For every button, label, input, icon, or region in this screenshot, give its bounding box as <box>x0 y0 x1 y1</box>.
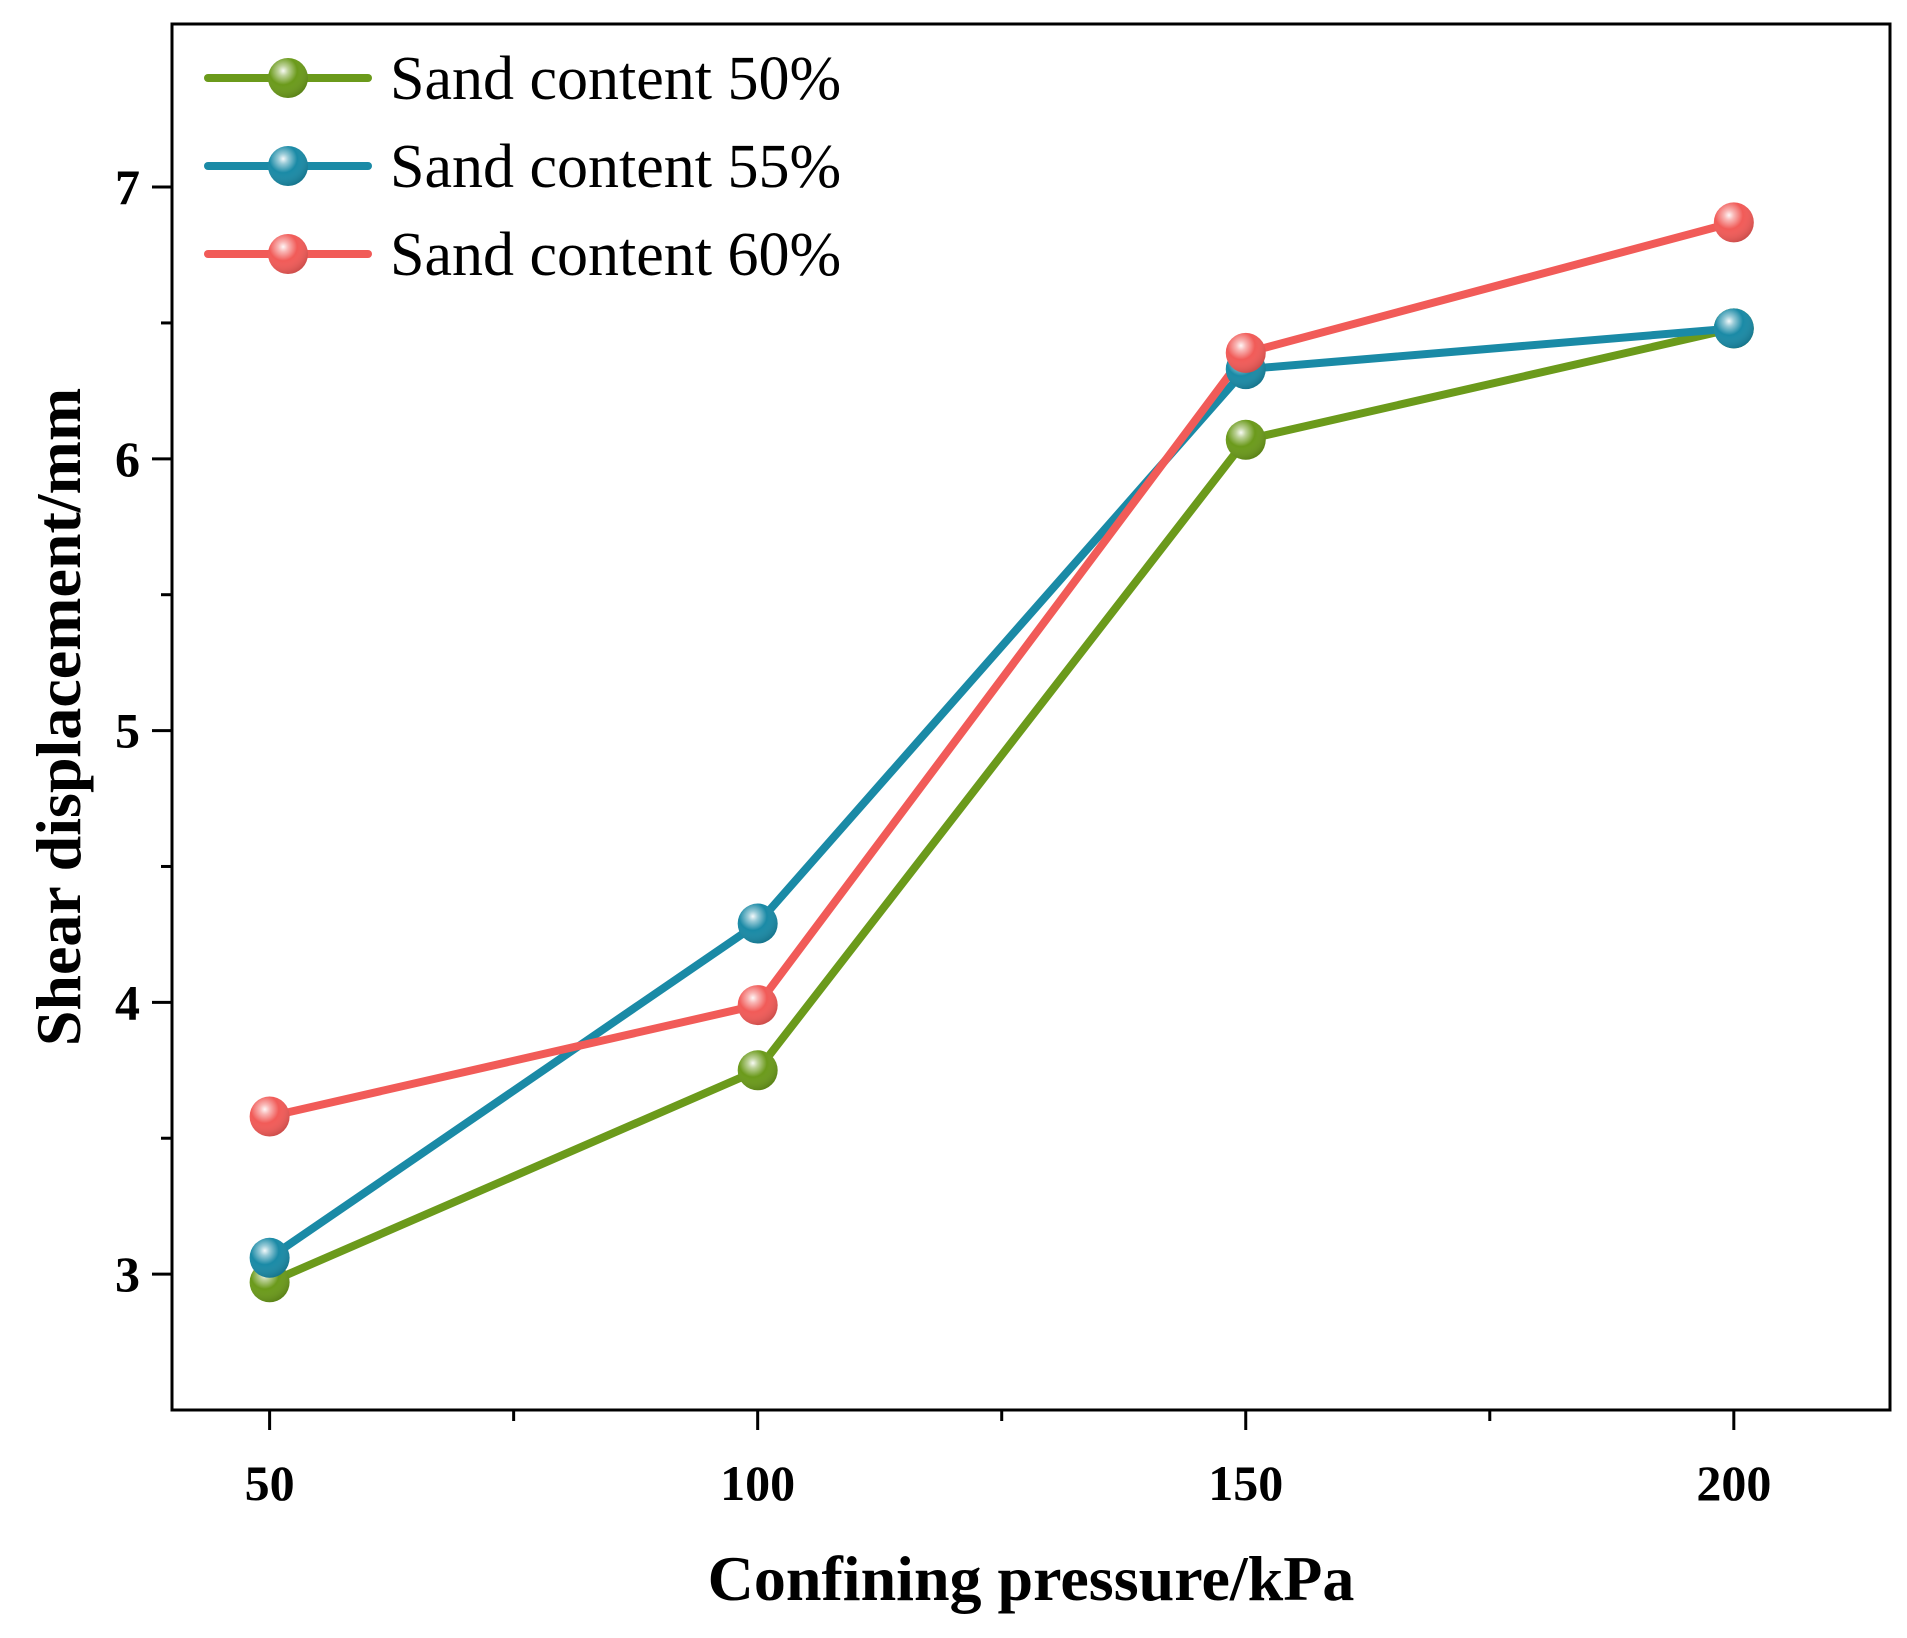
data-point-highlight <box>737 903 778 944</box>
data-point-highlight <box>1225 419 1266 460</box>
y-tick-label: 6 <box>115 431 140 487</box>
x-tick-label: 50 <box>245 1455 295 1511</box>
legend-marker-highlight <box>268 234 308 274</box>
y-tick-label: 4 <box>115 974 140 1030</box>
y-tick-label: 5 <box>115 703 140 759</box>
legend-marker-highlight <box>268 58 308 98</box>
legend-label-3: Sand content 60% <box>390 221 841 289</box>
data-point-highlight <box>249 1096 290 1137</box>
series-line-1 <box>265 324 1738 1287</box>
series-layer <box>249 202 1754 1303</box>
legend-marker-highlight <box>268 146 308 186</box>
axes-layer: 50 100 150 200 3 4 5 6 7 <box>115 22 1892 1511</box>
legend-label-2: Sand content 55% <box>390 133 841 201</box>
data-point-highlight <box>737 985 778 1026</box>
x-tick-label: 200 <box>1696 1455 1771 1511</box>
data-point-highlight <box>1713 308 1754 349</box>
legend-label-1: Sand content 50% <box>390 45 841 113</box>
plot-frame <box>170 22 1892 1412</box>
data-point-highlight <box>1713 202 1754 243</box>
x-axis-title: Confining pressure/kPa <box>708 1543 1355 1614</box>
series-line-3 <box>265 218 1738 1121</box>
data-point-highlight <box>1225 332 1266 373</box>
legend: Sand content 50% Sand content 55% Sand con… <box>204 45 841 289</box>
x-tick-label: 100 <box>720 1455 795 1511</box>
x-tick-label: 150 <box>1208 1455 1283 1511</box>
y-tick-label: 3 <box>115 1246 140 1302</box>
y-tick-label: 7 <box>115 159 140 215</box>
data-point-highlight <box>249 1237 290 1278</box>
series-line-2 <box>265 324 1738 1262</box>
y-axis-title: Shear displacement/mm <box>23 388 94 1046</box>
data-point-highlight <box>737 1050 778 1091</box>
